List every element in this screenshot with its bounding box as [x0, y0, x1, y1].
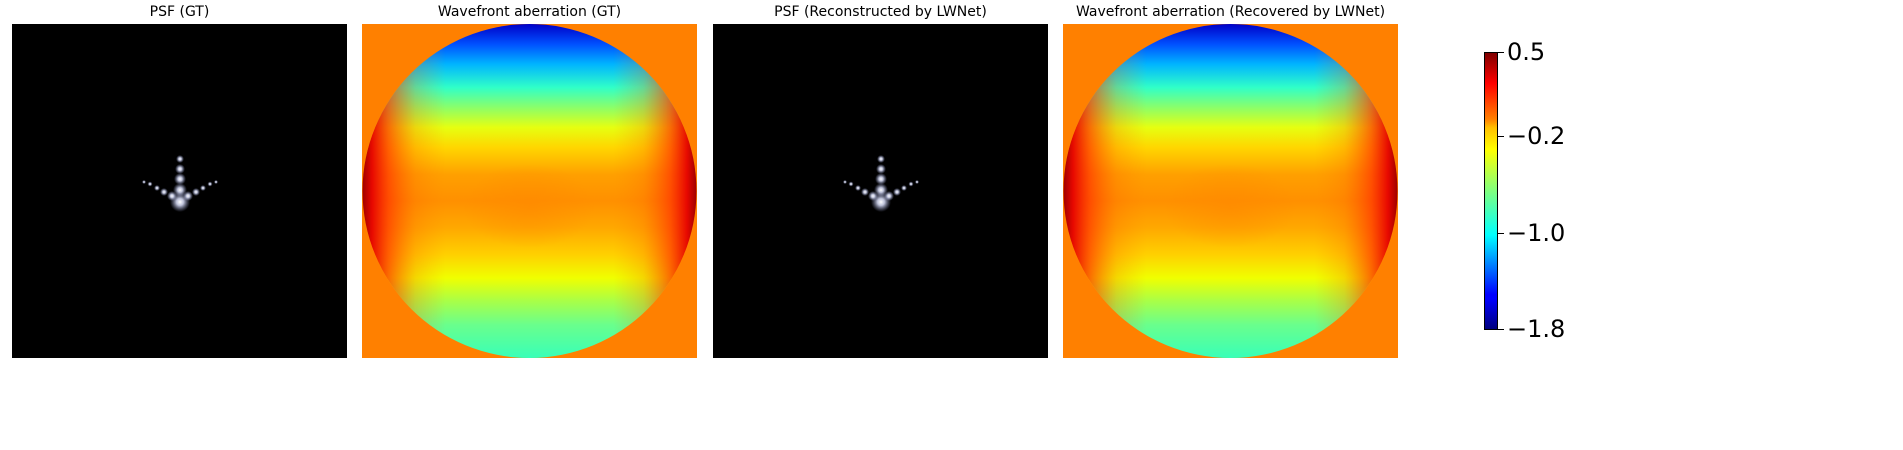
colorbar-tick-label: −1.0 — [1507, 218, 1566, 247]
wavefront-image — [1063, 24, 1398, 358]
colorbar-tick — [1498, 232, 1504, 234]
psf-spot — [876, 164, 886, 174]
psf-spot — [848, 181, 854, 187]
psf-spot — [893, 188, 901, 196]
psf-spot — [200, 185, 206, 191]
panel-title-wavefront-recovered: Wavefront aberration (Recovered by LWNet… — [1075, 4, 1386, 20]
psf-gt-heatmap — [12, 24, 347, 358]
psf-spot — [175, 164, 185, 174]
psf-spot — [154, 185, 160, 191]
psf-image — [713, 24, 1048, 358]
psf-spot — [160, 188, 168, 196]
psf-reconstructed-heatmap — [713, 24, 1048, 358]
psf-spot — [877, 155, 885, 163]
psf-spot — [183, 191, 193, 201]
panel-title-wavefront-gt: Wavefront aberration (GT) — [437, 4, 622, 20]
psf-spot — [884, 191, 894, 201]
colorbar-tick-label: −1.8 — [1507, 315, 1566, 343]
colorbar-tick — [1498, 52, 1504, 53]
psf-spot — [192, 188, 200, 196]
wavefront-recovered-heatmap — [1063, 24, 1398, 358]
wavefront-aperture — [362, 24, 697, 358]
psf-spot — [874, 183, 888, 197]
psf-spot — [855, 185, 861, 191]
psf-spot — [142, 180, 146, 184]
psf-spot — [875, 173, 887, 185]
psf-spot — [908, 181, 914, 187]
panel-title-psf-reconstructed: PSF (Reconstructed by LWNet) — [774, 4, 987, 20]
panel-title-psf-gt: PSF (GT) — [149, 4, 210, 20]
psf-spot — [214, 180, 218, 184]
colorbar-tick — [1498, 329, 1504, 330]
psf-spot — [167, 191, 177, 201]
psf-spot — [207, 181, 213, 187]
psf-spot — [147, 181, 153, 187]
psf-image — [12, 24, 347, 358]
wavefront-aperture — [1063, 24, 1398, 358]
psf-spot — [176, 155, 184, 163]
psf-spot — [901, 185, 907, 191]
colorbar-tick-label: −0.2 — [1507, 122, 1566, 151]
colorbar — [1484, 52, 1498, 330]
psf-spot — [868, 191, 878, 201]
psf-spot — [173, 183, 187, 197]
psf-spot — [915, 180, 919, 184]
colorbar-tick — [1498, 136, 1504, 138]
psf-spot — [843, 180, 847, 184]
psf-spot — [861, 188, 869, 196]
psf-spot — [174, 173, 186, 185]
wavefront-gt-heatmap — [362, 24, 697, 358]
wavefront-image — [362, 24, 697, 358]
colorbar-tick-label: 0.5 — [1507, 38, 1546, 66]
